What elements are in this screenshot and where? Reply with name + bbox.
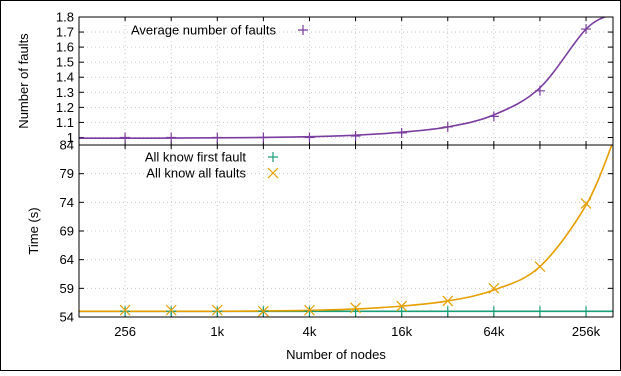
data-point bbox=[580, 198, 592, 209]
data-point bbox=[396, 306, 407, 317]
data-point bbox=[211, 304, 223, 316]
y-tick-label: 59 bbox=[60, 281, 74, 296]
x-tick-label: 256 bbox=[114, 324, 136, 339]
data-point bbox=[212, 132, 223, 143]
data-point bbox=[304, 304, 315, 316]
data-point bbox=[257, 305, 269, 317]
data-point bbox=[304, 132, 315, 143]
y-tick-label: 69 bbox=[60, 224, 74, 239]
data-point bbox=[396, 300, 408, 312]
y-tick-label: 54 bbox=[60, 310, 74, 325]
data-point bbox=[488, 306, 499, 317]
legend-marker bbox=[268, 152, 278, 162]
legend-marker bbox=[267, 167, 279, 179]
panel-frame bbox=[78, 144, 614, 318]
x-tick-label: 1k bbox=[210, 324, 224, 339]
data-point bbox=[166, 306, 177, 317]
data-point bbox=[165, 304, 177, 316]
data-point bbox=[442, 306, 453, 317]
data-point bbox=[120, 132, 131, 143]
y-tick-label: 1.5 bbox=[56, 55, 74, 70]
data-point bbox=[442, 295, 454, 307]
data-point bbox=[442, 121, 453, 132]
data-point bbox=[534, 306, 545, 317]
data-point bbox=[488, 111, 499, 122]
data-point bbox=[258, 132, 269, 143]
data-point bbox=[166, 132, 177, 143]
y-axis-label: Number of faults bbox=[16, 33, 31, 129]
y-tick-label: 1.7 bbox=[56, 25, 74, 40]
y-tick-label: 1.1 bbox=[56, 115, 74, 130]
data-point bbox=[534, 85, 545, 96]
x-tick-label: 4k bbox=[303, 324, 317, 339]
x-axis-label: Number of nodes bbox=[286, 347, 386, 362]
y-tick-label: 64 bbox=[60, 252, 74, 267]
data-point bbox=[581, 306, 592, 317]
y-tick-label: 79 bbox=[60, 166, 74, 181]
legend-label: All know all faults bbox=[146, 166, 246, 181]
data-point bbox=[396, 127, 407, 138]
legend-marker bbox=[298, 25, 308, 35]
data-point bbox=[350, 130, 361, 141]
data-point bbox=[212, 306, 223, 317]
data-point bbox=[350, 302, 361, 314]
y-tick-label: 84 bbox=[60, 138, 74, 153]
data-point bbox=[581, 24, 592, 35]
y-tick-label: 1.4 bbox=[56, 70, 74, 85]
y-tick-label: 1.6 bbox=[56, 40, 74, 55]
data-point bbox=[488, 282, 500, 294]
y-tick-label: 74 bbox=[60, 195, 74, 210]
y-tick-label: 1.8 bbox=[56, 10, 74, 25]
x-tick-label: 256k bbox=[572, 324, 601, 339]
data-point bbox=[534, 261, 546, 272]
data-point bbox=[304, 306, 315, 317]
data-point bbox=[120, 306, 131, 317]
data-point bbox=[119, 304, 131, 316]
legend-label: Average number of faults bbox=[131, 23, 277, 38]
x-tick-label: 16k bbox=[391, 324, 412, 339]
y-tick-label: 1.2 bbox=[56, 100, 74, 115]
y-tick-label: 1.3 bbox=[56, 85, 74, 100]
y-axis-label: Time (s) bbox=[26, 207, 41, 254]
legend-label: All know first fault bbox=[145, 150, 247, 165]
x-tick-label: 64k bbox=[483, 324, 504, 339]
y-tick-label: 1 bbox=[67, 130, 74, 145]
